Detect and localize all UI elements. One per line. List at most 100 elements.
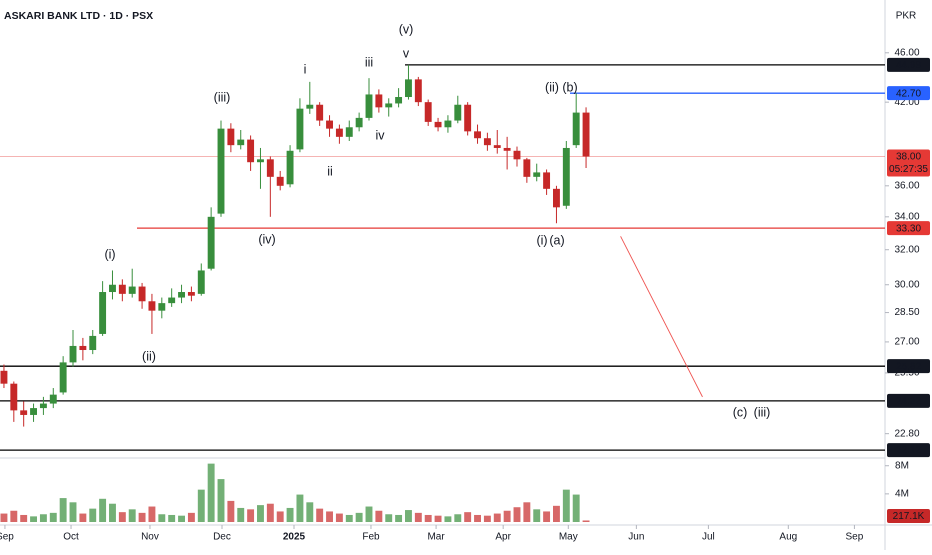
- candle-body: [257, 159, 264, 163]
- candle-body: [326, 120, 333, 129]
- countdown-label: 05:27:35: [889, 164, 928, 175]
- y-tick-label: 46.00: [894, 47, 919, 58]
- x-tick-label: Jul: [702, 532, 715, 543]
- volume-bar: [454, 514, 462, 522]
- candle-body: [207, 216, 215, 269]
- candle-body: [118, 284, 126, 294]
- volume-bar: [138, 512, 146, 522]
- volume-bar: [69, 502, 77, 522]
- volume-bar: [30, 516, 37, 522]
- candle-body: [444, 120, 452, 128]
- volume-bar: [148, 506, 156, 522]
- candle-body: [434, 121, 442, 128]
- wave-label: iii: [365, 55, 373, 69]
- wave-label: v: [403, 46, 410, 60]
- candle-body: [493, 145, 501, 148]
- volume-bar: [286, 507, 294, 522]
- volume-bar: [257, 505, 264, 522]
- candle-body: [562, 147, 570, 206]
- level-label-box: [887, 359, 930, 374]
- volume-bar: [306, 502, 314, 522]
- candle-body: [168, 297, 176, 304]
- candle-body: [503, 147, 511, 151]
- volume-bar: [444, 516, 452, 522]
- x-tick-label: Sep: [846, 532, 864, 543]
- candle-body: [553, 188, 560, 208]
- candle-body: [158, 303, 166, 311]
- level-label-box: [887, 57, 930, 72]
- level-label-box: [887, 393, 930, 408]
- volume-bar: [405, 510, 412, 522]
- candle-body: [30, 408, 37, 415]
- volume-bar: [483, 515, 491, 522]
- candle-body: [20, 410, 28, 415]
- volume-bar: [0, 513, 8, 522]
- level-label: 44.99: [896, 60, 921, 71]
- wave-label: i: [304, 62, 307, 76]
- volume-bar: [355, 512, 363, 522]
- candle-body: [454, 104, 462, 121]
- x-tick-label: Jun: [628, 532, 644, 543]
- volume-bar: [217, 479, 225, 522]
- x-tick-label: Nov: [141, 532, 159, 543]
- wave-label: (ii): [545, 80, 559, 94]
- wave-label: iv: [375, 128, 385, 142]
- volume-bar: [553, 505, 560, 522]
- volume-bar: [385, 514, 393, 522]
- volume-bar: [187, 512, 195, 522]
- candle-body: [405, 79, 412, 98]
- volume-bar: [424, 514, 432, 522]
- y-tick-label: 34.00: [894, 211, 919, 222]
- volume-bar: [345, 514, 353, 522]
- level-label-box: [887, 86, 930, 101]
- volume-bar: [178, 515, 185, 522]
- level-label: 25.82: [896, 361, 921, 372]
- candle-body: [197, 270, 205, 294]
- candle-body: [10, 383, 18, 411]
- candle-body: [237, 139, 245, 146]
- wave-label: (ii): [142, 349, 156, 363]
- candle-body: [49, 394, 57, 404]
- last-price-box: [887, 149, 930, 177]
- candle-body: [148, 301, 156, 311]
- candle-body: [178, 292, 185, 298]
- candle-body: [128, 286, 136, 294]
- candle-body: [375, 94, 383, 108]
- x-tick-label: May: [559, 532, 578, 543]
- volume-bar: [99, 498, 107, 522]
- candle-body: [474, 131, 481, 139]
- candle-body: [533, 172, 541, 177]
- x-tick-label: Sep: [0, 532, 14, 543]
- volume-bar: [39, 514, 47, 522]
- volume-bar: [533, 509, 541, 522]
- x-tick-label: Apr: [495, 532, 511, 543]
- volume-bar: [197, 489, 205, 522]
- x-tick-label: Mar: [427, 532, 445, 543]
- volume-bar: [375, 510, 383, 522]
- volume-bar: [20, 514, 28, 522]
- wave-label: (i): [104, 247, 115, 261]
- volume-bar: [503, 510, 511, 522]
- x-tick-label: Oct: [63, 532, 79, 543]
- volume-bar: [118, 512, 126, 522]
- volume-bar: [79, 513, 87, 522]
- candle-body: [296, 108, 304, 150]
- wave-label: (iii): [214, 90, 231, 104]
- y-tick-label: 28.50: [894, 307, 919, 318]
- volume-bar: [158, 514, 166, 522]
- candle-body: [572, 112, 580, 146]
- y-tick-label: 42.00: [894, 97, 919, 108]
- wave-label: (i): [536, 233, 547, 247]
- candle-body: [365, 94, 373, 118]
- candle-body: [39, 403, 47, 409]
- volume-bar: [227, 500, 235, 522]
- volume-bar: [128, 509, 136, 522]
- candle-body: [385, 103, 393, 108]
- candle-body: [227, 128, 235, 146]
- level-label: 33.30: [896, 223, 921, 234]
- volume-bar: [464, 512, 472, 522]
- volume-bar: [49, 512, 57, 522]
- candle-body: [316, 104, 324, 121]
- candle-body: [395, 97, 403, 104]
